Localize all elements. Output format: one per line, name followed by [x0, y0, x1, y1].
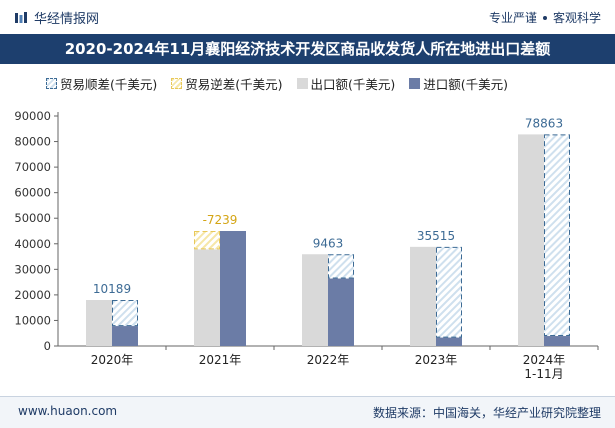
legend-item-export[interactable]: 出口额(千美元)	[296, 74, 396, 93]
slogan: 专业严谨 客观科学	[489, 9, 601, 26]
brand[interactable]: 华经情报网	[14, 8, 99, 27]
x-tick-label-line: 2020年	[91, 353, 134, 367]
legend-item-surplus[interactable]: 贸易顺差(千美元)	[46, 74, 157, 93]
export-bar	[194, 249, 220, 346]
slogan-right: 客观科学	[552, 11, 601, 25]
y-tick-label: 60000	[14, 186, 51, 200]
import-bar	[436, 337, 462, 346]
dot-separator-icon	[542, 15, 547, 20]
legend-label-import: 进口额(千美元)	[423, 77, 509, 92]
x-tick-label: 2021年	[199, 353, 242, 367]
legend-item-deficit[interactable]: 贸易逆差(千美元)	[171, 74, 283, 93]
surplus-bar	[544, 134, 570, 337]
export-bar	[410, 246, 436, 346]
legend: 贸易顺差(千美元) 贸易逆差(千美元) 出口额(千美元) 进口额(千美元)	[46, 74, 508, 93]
x-tick-label-line: 2022年	[307, 353, 350, 367]
import-bar	[544, 336, 570, 346]
chart-title: 2020-2024年11月襄阳经济技术开发区商品收发货人所在地进出口差额	[0, 34, 615, 64]
footer: www.huaon.com 数据来源：中国海关，华经产业研究院整理	[0, 396, 615, 428]
x-tick-label-line: 2021年	[199, 353, 242, 367]
legend-label-deficit: 贸易逆差(千美元)	[185, 77, 283, 92]
brand-name: 华经情报网	[34, 12, 100, 27]
y-tick-label: 70000	[14, 160, 51, 174]
y-tick-label: 20000	[14, 288, 51, 302]
surplus-bar	[328, 254, 354, 279]
x-tick-label: 2023年	[415, 353, 458, 367]
deficit-bar	[194, 231, 220, 250]
legend-item-import[interactable]: 进口额(千美元)	[409, 74, 508, 93]
balance-data-label: 35515	[417, 229, 455, 243]
y-tick-label: 0	[44, 339, 51, 353]
slogan-left: 专业严谨	[488, 11, 537, 25]
x-tick-label: 2022年	[307, 353, 350, 367]
export-bar	[86, 300, 112, 346]
brand-logo-icon	[15, 11, 27, 23]
data-source: 数据来源：中国海关，华经产业研究院整理	[372, 406, 601, 420]
y-tick-label: 40000	[14, 237, 51, 251]
legend-swatch-import	[409, 78, 421, 89]
x-tick-label: 2024年 1-11月	[523, 353, 566, 381]
y-tick-label: 50000	[14, 211, 51, 225]
legend-swatch-deficit	[171, 78, 183, 89]
site-link[interactable]: www.huaon.com	[18, 404, 118, 418]
x-tick-label-line: 2024年	[523, 353, 566, 367]
legend-label-export: 出口额(千美元)	[310, 77, 396, 92]
import-bar	[220, 231, 246, 346]
legend-label-surplus: 贸易顺差(千美元)	[60, 77, 158, 92]
balance-data-label: 78863	[525, 116, 563, 130]
surplus-bar	[436, 246, 462, 338]
balance-data-label: -7239	[203, 213, 238, 227]
y-tick-label: 30000	[14, 262, 51, 276]
y-tick-label: 10000	[14, 313, 51, 327]
export-bar	[518, 134, 544, 346]
bar-chart: 0 10000 20000 30000 40000 50000 60000 70000 8000…	[14, 109, 599, 381]
x-tick-label-line: 2023年	[415, 353, 458, 367]
legend-swatch-surplus	[46, 78, 57, 89]
export-bar	[302, 254, 328, 346]
y-tick-label: 90000	[14, 109, 51, 123]
top-bar: 华经情报网 专业严谨 客观科学	[0, 0, 615, 34]
import-bar	[328, 278, 354, 346]
x-tick-label-line: 1-11月	[524, 367, 563, 381]
balance-data-label: 9463	[313, 236, 344, 250]
y-tick-label: 80000	[14, 135, 51, 149]
import-bar	[112, 326, 138, 346]
x-tick-label: 2020年	[91, 353, 134, 367]
balance-data-label: 10189	[93, 282, 131, 296]
surplus-bar	[112, 300, 138, 327]
legend-swatch-export	[296, 78, 308, 89]
